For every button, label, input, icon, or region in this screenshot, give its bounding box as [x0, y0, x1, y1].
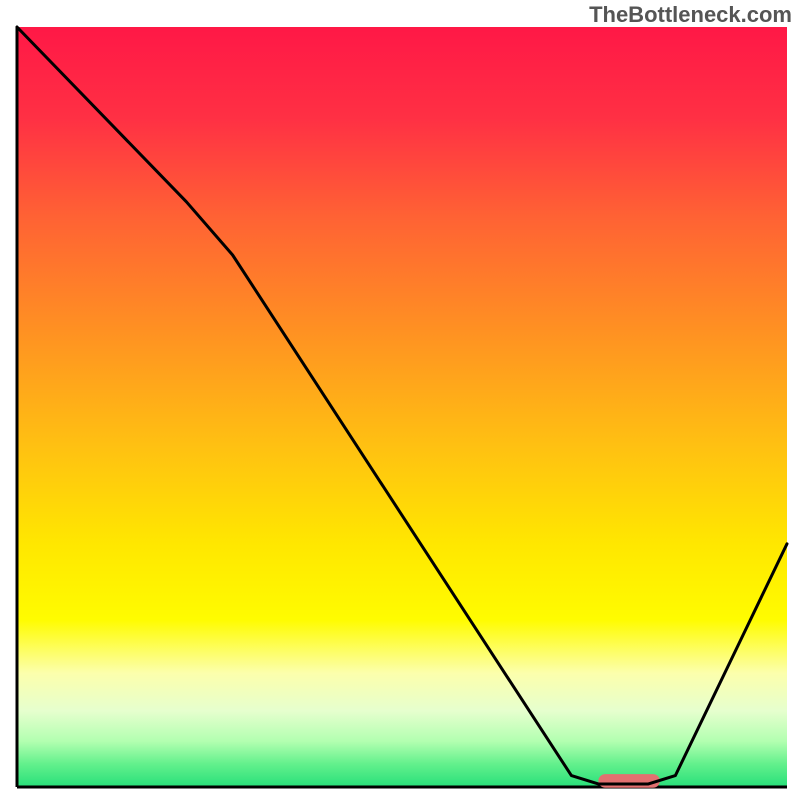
optimal-marker — [598, 774, 660, 788]
chart-svg — [0, 0, 800, 800]
bottleneck-chart — [0, 0, 800, 800]
plot-background — [17, 27, 787, 787]
watermark-text: TheBottleneck.com — [589, 2, 792, 28]
